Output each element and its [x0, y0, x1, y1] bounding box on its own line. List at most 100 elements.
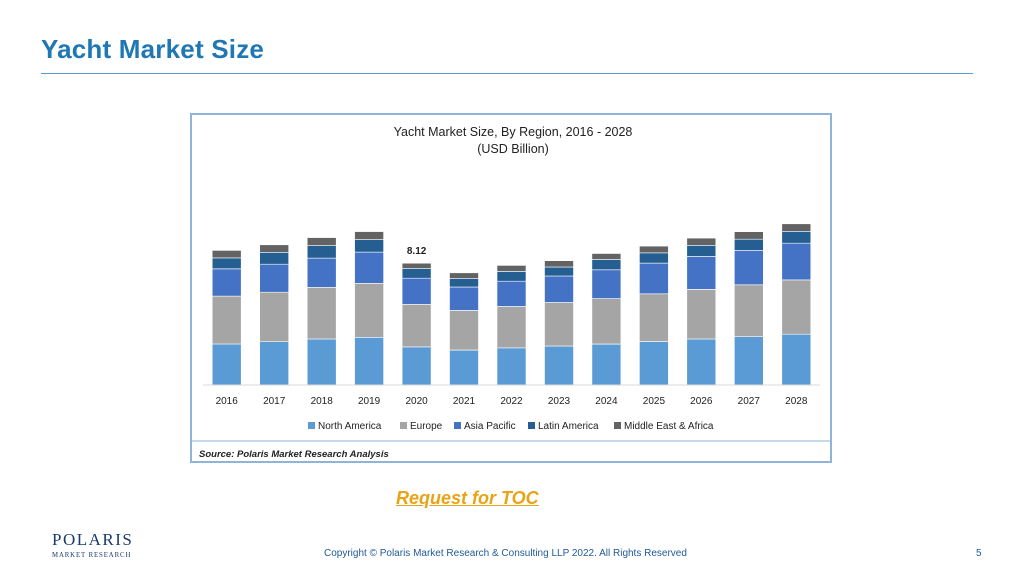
chart-legend: North America Europe Asia Pacific Latin Ame…	[308, 421, 714, 432]
bar-segment-2018-4	[306, 237, 337, 246]
bar-segment-2018-1	[306, 287, 337, 340]
bar-segment-2018-3	[306, 245, 337, 259]
legend-swatch	[528, 422, 535, 429]
bar-segment-2028-3	[781, 231, 812, 244]
bar-segment-2027-0	[733, 336, 764, 386]
bar-segment-2028-4	[781, 223, 812, 232]
logo-wordmark: POLARIS	[52, 530, 134, 549]
chart-title: Yacht Market Size, By Region, 2016 - 202…	[394, 125, 633, 139]
bar-segment-2026-2	[686, 256, 717, 290]
legend-label: North America	[318, 421, 382, 432]
legend-label: Europe	[410, 421, 443, 432]
bar-segment-2019-4	[354, 231, 384, 240]
bar-segment-2022-1	[496, 306, 527, 349]
legend-swatch	[614, 422, 621, 429]
bar-segment-2023-3	[544, 266, 574, 277]
bar-segment-2019-2	[354, 251, 384, 284]
bar-segment-2016-4	[211, 250, 242, 259]
bar-segment-2020-0	[401, 346, 432, 386]
legend-label: Middle East & Africa	[624, 421, 714, 432]
x-tick-label: 2021	[453, 396, 476, 407]
bar-segment-2022-3	[496, 271, 527, 282]
bar-segment-2026-0	[686, 338, 717, 386]
bar-segment-2028-2	[781, 242, 812, 281]
bar-segment-2020-3	[401, 268, 432, 279]
chart-source: Source: Polaris Market Research Analysis	[199, 449, 389, 460]
bar-segment-2021-2	[449, 286, 479, 311]
bar-segment-2023-1	[544, 302, 574, 347]
x-tick-label: 2024	[595, 396, 618, 407]
bar-segment-2024-0	[591, 343, 622, 386]
title-divider	[41, 73, 973, 74]
bar-segment-2021-3	[449, 278, 479, 288]
bar-segment-2016-1	[211, 295, 242, 345]
bar-segment-2016-0	[211, 343, 242, 386]
request-toc-link[interactable]: Request for TOC	[396, 488, 539, 508]
bar-segment-2017-0	[259, 341, 289, 386]
bar-segment-2019-0	[354, 337, 384, 386]
bar-segment-2028-1	[781, 279, 812, 335]
bar-segment-2025-0	[639, 341, 669, 386]
x-tick-label: 2016	[216, 396, 239, 407]
bar-segment-2025-2	[639, 262, 669, 295]
x-tick-label: 2028	[785, 396, 808, 407]
x-tick-label: 2022	[500, 396, 523, 407]
bar-segment-2017-3	[259, 252, 289, 265]
legend-swatch	[400, 422, 407, 429]
plot-area: 2016 2017 2018 2019 2020 8.12 2021 2022 2023 2024…	[203, 223, 820, 407]
bar-segment-2028-0	[781, 333, 812, 386]
x-tick-label: 2018	[311, 396, 334, 407]
bar-segment-2025-4	[639, 245, 669, 254]
bar-segment-2020-2	[401, 277, 432, 305]
bar-segment-2026-1	[686, 289, 717, 340]
x-tick-label: 2023	[548, 396, 571, 407]
bar-segment-2017-2	[259, 263, 289, 293]
page-title: Yacht Market Size	[41, 34, 265, 64]
bar-segment-2021-1	[449, 310, 479, 351]
legend-label: Asia Pacific	[464, 421, 516, 432]
chart-subtitle: (USD Billion)	[477, 142, 549, 156]
x-tick-label: 2025	[643, 396, 666, 407]
bar-segment-2024-3	[591, 259, 622, 271]
chart-frame: Yacht Market Size, By Region, 2016 - 202…	[190, 113, 832, 463]
bar-segment-2023-0	[544, 345, 574, 386]
bar-segment-2019-1	[354, 283, 384, 338]
bar-segment-2027-4	[733, 231, 764, 240]
x-tick-label: 2020	[405, 396, 428, 407]
bar-segment-2024-2	[591, 269, 622, 299]
legend-swatch	[454, 422, 461, 429]
bar-segment-2017-1	[259, 291, 289, 342]
x-tick-label: 2019	[358, 396, 381, 407]
polaris-logo: POLARIS MARKET RESEARCH	[52, 530, 132, 564]
bar-segment-2025-3	[639, 252, 669, 264]
bar-segment-2016-2	[211, 268, 242, 297]
bar-segment-2022-4	[496, 265, 527, 272]
bar-segment-2020-1	[401, 304, 432, 348]
bar-segment-2024-4	[591, 253, 622, 260]
bar-segment-2022-2	[496, 280, 527, 307]
copyright-text: Copyright © Polaris Market Research & Co…	[324, 548, 687, 559]
legend-swatch	[308, 422, 315, 429]
stacked-bar-chart: Yacht Market Size, By Region, 2016 - 202…	[192, 125, 830, 460]
page-number: 5	[976, 548, 982, 559]
legend-label: Latin America	[538, 421, 599, 432]
bar-segment-2027-2	[733, 250, 764, 286]
bar-segment-2026-3	[686, 245, 717, 257]
bar-segment-2018-0	[306, 338, 337, 386]
bar-segment-2017-4	[259, 244, 289, 253]
bar-segment-2023-2	[544, 275, 574, 303]
bar-segment-2021-0	[449, 349, 479, 386]
bar-segment-2024-1	[591, 298, 622, 345]
bar-segment-2025-1	[639, 293, 669, 342]
bar-segment-2022-0	[496, 347, 527, 386]
x-tick-label: 2026	[690, 396, 713, 407]
bar-segment-2020-4	[401, 262, 432, 269]
bar-segment-2021-4	[449, 272, 479, 279]
bar-segment-2019-3	[354, 239, 384, 253]
x-tick-label: 2017	[263, 396, 286, 407]
data-label: 8.12	[407, 246, 427, 257]
x-tick-label: 2027	[738, 396, 761, 407]
bar-segment-2023-4	[544, 260, 574, 268]
bar-segment-2016-3	[211, 257, 242, 270]
bar-segment-2027-3	[733, 238, 764, 251]
